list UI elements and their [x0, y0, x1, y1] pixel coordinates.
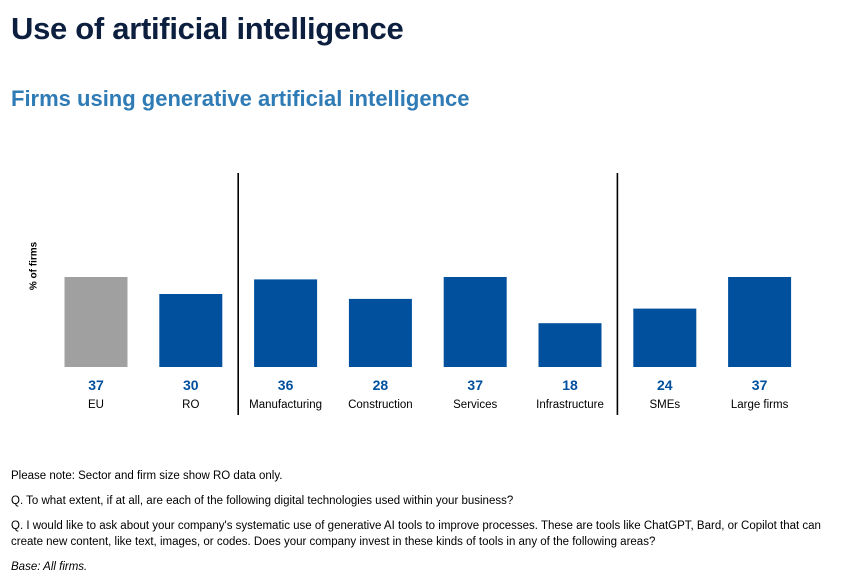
value-label-construction: 28: [373, 377, 389, 393]
category-label-infrastructure: Infrastructure: [536, 399, 604, 411]
bar-ro: [159, 294, 223, 367]
footer-question-1: Q. To what extent, if at all, are each o…: [11, 495, 514, 507]
value-label-eu: 37: [88, 377, 104, 393]
bar-eu: [64, 277, 128, 367]
bar-chart: 37 EU 30 RO 36 Manufacturing 28 Construction 37 S…: [64, 173, 792, 415]
bar-infrastructure: [538, 323, 602, 367]
footer-notes: Please note: Sector and firm size show R…: [11, 468, 836, 584]
bar-large-firms: [728, 277, 792, 367]
category-label-smes: SMEs: [649, 399, 680, 411]
bar-smes: [633, 308, 697, 367]
page-title: Use of artificial intelligence: [11, 11, 404, 46]
bar-manufacturing: [254, 279, 318, 367]
category-label-manufacturing: Manufacturing: [249, 399, 322, 411]
value-label-large-firms: 37: [752, 377, 768, 393]
bar-construction: [348, 298, 412, 367]
bar-services: [443, 277, 507, 367]
category-label-ro: RO: [182, 399, 199, 411]
value-label-smes: 24: [657, 377, 673, 393]
category-label-eu: EU: [88, 399, 104, 411]
footer-note: Please note: Sector and firm size show R…: [11, 470, 283, 482]
value-label-ro: 30: [183, 377, 199, 393]
chart-title: Firms using generative artificial intell…: [11, 86, 470, 111]
category-label-services: Services: [453, 399, 497, 411]
category-label-large-firms: Large firms: [731, 399, 789, 411]
footer-question-2: Q. I would like to ask about your compan…: [11, 520, 821, 548]
value-label-services: 37: [467, 377, 483, 393]
value-label-manufacturing: 36: [278, 377, 294, 393]
value-label-infrastructure: 18: [562, 377, 578, 393]
footer-base: Base: All firms.: [11, 561, 88, 573]
category-label-construction: Construction: [348, 399, 413, 411]
